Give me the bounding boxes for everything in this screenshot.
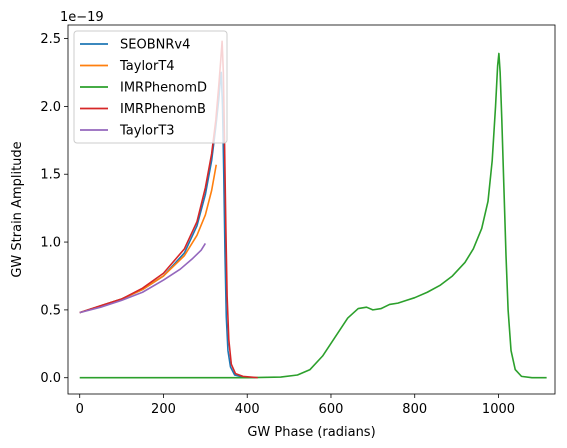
legend-entry: TaylorT4	[119, 59, 175, 74]
y-scale-label: 1e−19	[60, 10, 104, 25]
legend-entry: SEOBNRv4	[120, 38, 190, 53]
axis-ticks: 0 200 400 600 800 1000 0.0 0.5 1.0 1.5 2.0 2.5	[40, 32, 515, 417]
y-tick-label: 0.5	[40, 303, 61, 318]
series-line-taylort3	[79, 242, 207, 314]
legend-entry: TaylorT3	[119, 124, 175, 139]
y-tick-label: 1.0	[40, 236, 61, 251]
legend: SEOBNRv4 TaylorT4 IMRPhenomD IMRPhenomB Tayl…	[73, 30, 228, 144]
x-tick-label: 0	[76, 402, 84, 417]
x-axis-label: GW Phase (radians)	[247, 425, 375, 440]
legend-entry: IMRPhenomD	[120, 81, 207, 96]
x-tick-label: 800	[402, 402, 427, 417]
x-tick-label: 1000	[482, 402, 515, 417]
series-line-imrphenomd	[79, 52, 547, 379]
legend-entry: IMRPhenomB	[120, 102, 206, 117]
y-tick-label: 1.5	[40, 168, 61, 183]
plot-frame	[67, 24, 556, 395]
series-line-taylort4	[79, 164, 218, 314]
y-tick-label: 2.5	[40, 32, 61, 47]
x-tick-label: 600	[319, 402, 344, 417]
y-axis-label: GW Strain Amplitude	[10, 141, 25, 277]
x-tick-label: 200	[151, 402, 176, 417]
x-tick-label: 400	[235, 402, 260, 417]
y-tick-label: 2.0	[40, 100, 61, 115]
legend-box	[73, 30, 228, 144]
y-tick-label: 0.0	[40, 371, 61, 386]
